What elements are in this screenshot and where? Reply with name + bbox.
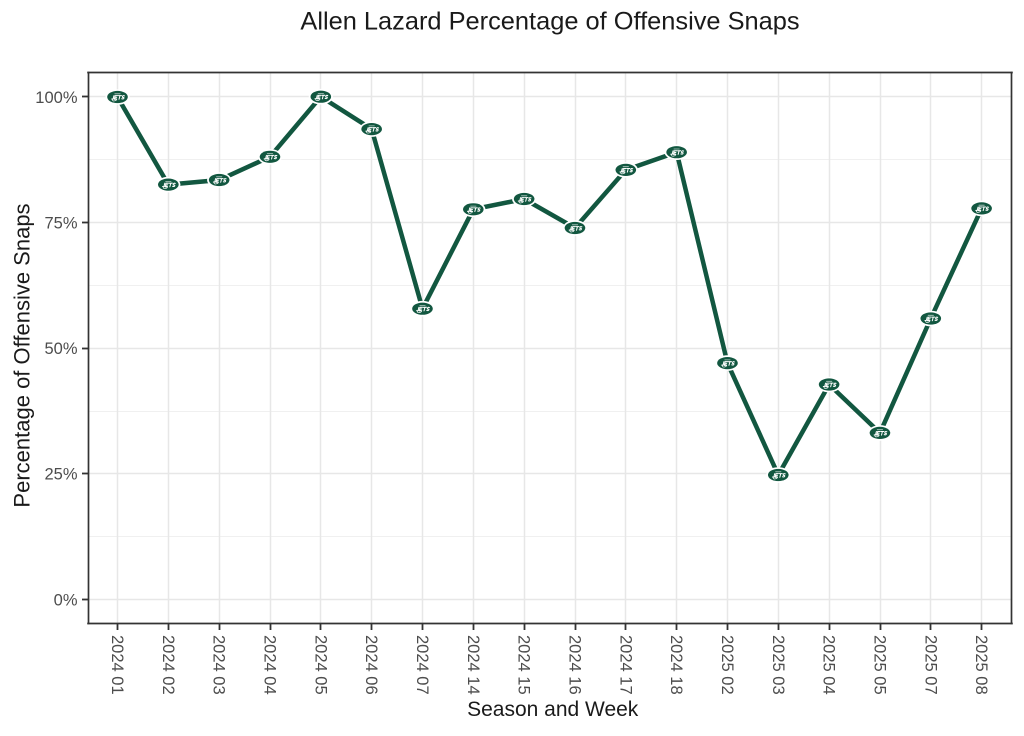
svg-text:2025 04: 2025 04 [820, 635, 838, 695]
svg-text:50%: 50% [44, 340, 77, 358]
svg-text:2024 03: 2024 03 [210, 635, 228, 695]
svg-text:2025 05: 2025 05 [870, 635, 888, 695]
svg-text:2024 01: 2024 01 [108, 635, 126, 695]
svg-text:2024 18: 2024 18 [667, 635, 685, 695]
svg-text:2024 04: 2024 04 [260, 635, 278, 695]
svg-text:2025 03: 2025 03 [769, 635, 787, 695]
svg-text:2024 14: 2024 14 [464, 635, 482, 695]
svg-text:2024 15: 2024 15 [515, 635, 533, 695]
svg-text:Season and Week: Season and Week [467, 698, 639, 721]
svg-text:2025 02: 2025 02 [718, 635, 736, 695]
svg-text:2024 05: 2024 05 [311, 635, 329, 695]
svg-text:25%: 25% [44, 466, 77, 484]
svg-text:2024 06: 2024 06 [362, 635, 380, 695]
svg-text:100%: 100% [35, 89, 78, 107]
svg-text:75%: 75% [44, 214, 77, 232]
svg-text:2025 07: 2025 07 [921, 635, 939, 695]
svg-text:2024 07: 2024 07 [413, 635, 431, 695]
svg-text:Allen Lazard Percentage of Off: Allen Lazard Percentage of Offensive Sna… [300, 8, 799, 36]
svg-text:0%: 0% [54, 591, 78, 609]
svg-text:2024 16: 2024 16 [565, 635, 583, 695]
svg-text:2024 17: 2024 17 [616, 635, 634, 695]
svg-text:Percentage of Offensive Snaps: Percentage of Offensive Snaps [9, 203, 34, 507]
svg-text:2025 08: 2025 08 [972, 635, 990, 695]
svg-text:2024 02: 2024 02 [159, 635, 177, 695]
